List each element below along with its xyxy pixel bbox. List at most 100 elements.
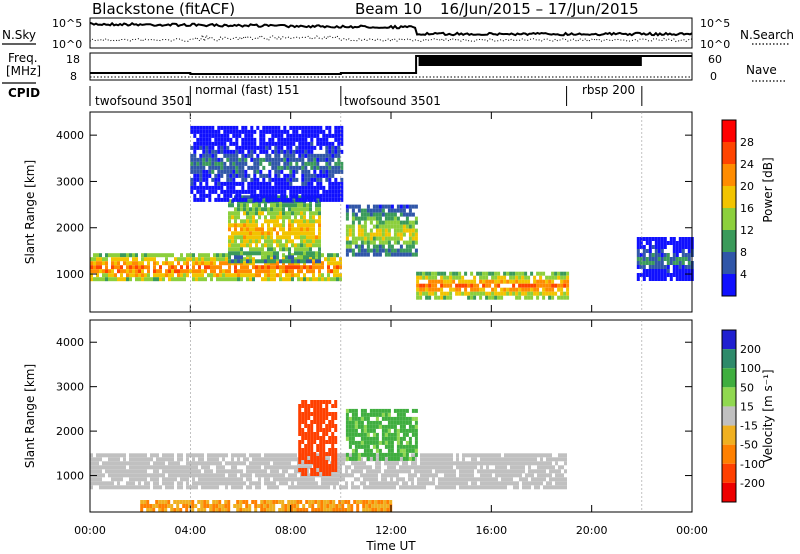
heatmap-cell bbox=[153, 265, 156, 270]
heatmap-cell bbox=[246, 235, 249, 240]
heatmap-cell bbox=[663, 277, 667, 281]
heatmap-cell bbox=[196, 125, 200, 130]
heatmap-cell bbox=[512, 279, 516, 284]
heatmap-cell bbox=[123, 269, 126, 274]
heatmap-cell bbox=[114, 477, 117, 482]
heatmap-cell bbox=[217, 141, 221, 146]
heatmap-cell bbox=[235, 133, 239, 138]
heatmap-cell bbox=[687, 249, 691, 253]
heatmap-cell bbox=[298, 424, 302, 428]
heatmap-cell bbox=[326, 508, 330, 512]
heatmap-cell bbox=[381, 244, 385, 249]
heatmap-cell bbox=[274, 173, 278, 178]
heatmap-cell bbox=[222, 453, 225, 458]
heatmap-cell bbox=[558, 457, 561, 462]
heatmap-cell bbox=[672, 261, 676, 265]
heatmap-cell bbox=[492, 453, 495, 458]
heatmap-cell bbox=[234, 255, 237, 260]
heatmap-cell bbox=[250, 125, 254, 130]
heatmap-cell bbox=[306, 259, 309, 264]
heatmap-cell bbox=[660, 261, 664, 265]
heatmap-cell bbox=[411, 444, 415, 449]
heatmap-cell bbox=[308, 504, 312, 508]
heatmap-cell bbox=[331, 145, 335, 150]
heatmap-cell bbox=[195, 481, 198, 486]
heatmap-cell bbox=[129, 457, 132, 462]
heatmap-cell bbox=[494, 295, 498, 300]
heatmap-cell bbox=[241, 141, 245, 146]
heatmap-cell bbox=[328, 161, 332, 166]
heatmap-cell bbox=[273, 203, 276, 208]
heatmap-cell bbox=[303, 465, 306, 470]
heatmap-cell bbox=[654, 261, 658, 265]
heatmap-cell bbox=[384, 473, 387, 478]
heatmap-cell bbox=[687, 269, 691, 273]
heatmap-cell bbox=[271, 161, 275, 166]
heatmap-cell bbox=[105, 269, 108, 274]
heatmap-cell bbox=[345, 456, 349, 461]
heatmap-cell bbox=[304, 404, 308, 408]
heatmap-cell bbox=[387, 469, 390, 474]
heatmap-cell bbox=[510, 457, 513, 462]
cpid-segment-label: rbsp 200 bbox=[582, 83, 635, 97]
heatmap-cell bbox=[506, 291, 510, 296]
heatmap-cell bbox=[93, 481, 96, 486]
heatmap-cell bbox=[393, 248, 397, 253]
heatmap-cell bbox=[663, 265, 667, 269]
heatmap-cell bbox=[375, 412, 379, 417]
heatmap-cell bbox=[351, 428, 355, 433]
heatmap-cell bbox=[120, 277, 123, 282]
heatmap-cell bbox=[120, 453, 123, 458]
heatmap-cell bbox=[337, 145, 341, 150]
heatmap-cell bbox=[192, 461, 195, 466]
heatmap-cell bbox=[135, 265, 138, 270]
heatmap-cell bbox=[138, 485, 141, 490]
heatmap-cell bbox=[534, 481, 537, 486]
heatmap-cell bbox=[387, 416, 391, 421]
heatmap-cell bbox=[135, 485, 138, 490]
heatmap-cell bbox=[90, 453, 93, 458]
heatmap-cell bbox=[332, 504, 336, 508]
heatmap-cell bbox=[369, 420, 373, 425]
heatmap-cell bbox=[345, 204, 349, 209]
heatmap-cell bbox=[250, 153, 254, 158]
heatmap-cell bbox=[286, 141, 290, 146]
heatmap-cell bbox=[199, 165, 203, 170]
heatmap-cell bbox=[229, 189, 233, 194]
heatmap-cell bbox=[465, 473, 468, 478]
heatmap-cell bbox=[387, 461, 390, 466]
heatmap-cell bbox=[211, 153, 215, 158]
heatmap-cell bbox=[217, 165, 221, 170]
heatmap-cell bbox=[228, 239, 231, 244]
heatmap-cell bbox=[327, 477, 330, 482]
heatmap-cell bbox=[479, 291, 483, 296]
heatmap-cell bbox=[378, 232, 382, 237]
heatmap-cell bbox=[405, 420, 409, 425]
heatmap-cell bbox=[167, 500, 171, 504]
heatmap-cell bbox=[168, 481, 171, 486]
heatmap-cell bbox=[258, 485, 261, 490]
heatmap-cell bbox=[456, 457, 459, 462]
heatmap-cell bbox=[384, 252, 388, 257]
heatmap-cell bbox=[228, 215, 231, 220]
heatmap-cell bbox=[216, 273, 219, 278]
heatmap-cell bbox=[387, 224, 391, 229]
heatmap-cell bbox=[129, 469, 132, 474]
y-tick-label: 3000 bbox=[56, 175, 84, 188]
heatmap-cell bbox=[432, 465, 435, 470]
heatmap-cell bbox=[328, 129, 332, 134]
heatmap-cell bbox=[369, 236, 373, 241]
heatmap-cell bbox=[286, 149, 290, 154]
heatmap-cell bbox=[192, 257, 195, 262]
heatmap-cell bbox=[298, 145, 302, 150]
heatmap-cell bbox=[303, 203, 306, 208]
heatmap-cell bbox=[390, 473, 393, 478]
heatmap-cell bbox=[531, 461, 534, 466]
heatmap-cell bbox=[533, 287, 537, 292]
heatmap-cell bbox=[237, 231, 240, 236]
heatmap-cell bbox=[642, 269, 646, 273]
heatmap-cell bbox=[387, 228, 391, 233]
heatmap-cell bbox=[334, 189, 338, 194]
heatmap-cell bbox=[393, 236, 397, 241]
